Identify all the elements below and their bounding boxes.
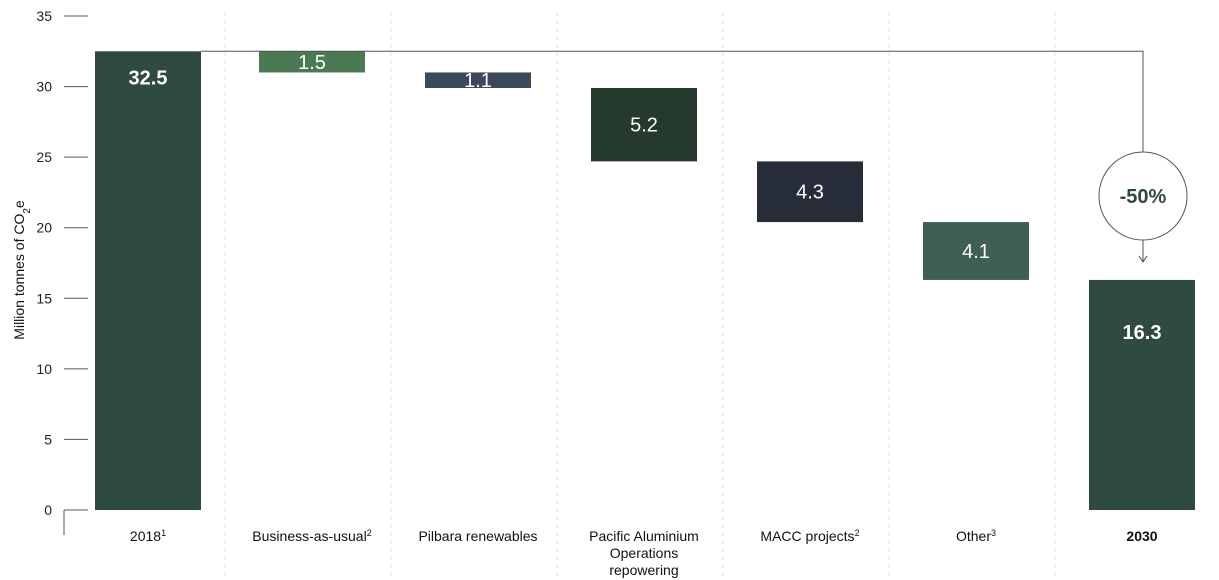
y-axis: 0 5 10 15 20 25 30 35 [36, 8, 88, 535]
category-label: MACC projects2 [760, 528, 859, 544]
bar [1089, 279, 1195, 510]
y-tick-label: 10 [36, 361, 52, 377]
y-tick-label: 35 [36, 8, 52, 24]
bar [259, 51, 365, 73]
bar-value-label: 4.1 [962, 241, 990, 263]
y-tick-label: 30 [36, 79, 52, 95]
bars: 32.5 1.5 1.1 5.2 4.3 4.1 16.3 [95, 51, 1195, 511]
bar [591, 87, 697, 162]
y-tick-label: 15 [36, 290, 52, 306]
reduction-annotation: -50% [201, 50, 1188, 263]
bar [757, 161, 863, 223]
category-label: 20181 [130, 528, 166, 544]
category-label: 2030 [1126, 528, 1157, 544]
category-labels: 20181 Business-as-usual2 Pilbara renewable… [130, 528, 1158, 578]
bar-value-label: 1.1 [464, 70, 492, 92]
bar-value-label: 1.5 [298, 52, 326, 74]
category-label: Other3 [956, 528, 996, 544]
connector-line [201, 50, 1144, 152]
reduction-badge-label: -50% [1120, 186, 1167, 208]
y-axis-label: Million tonnes of CO2e [11, 200, 33, 340]
y-tick-label: 20 [36, 220, 52, 236]
category-label: Pilbara renewables [418, 528, 537, 544]
bar [425, 72, 531, 88]
bar-value-label: 5.2 [630, 115, 658, 137]
category-label: Business-as-usual2 [252, 528, 371, 544]
bar-value-label: 32.5 [129, 67, 168, 89]
category-separators [224, 12, 1056, 578]
category-label: Pacific Aluminium Operations repowering [589, 528, 699, 578]
bar [95, 51, 201, 511]
bar-value-label: 4.3 [796, 182, 824, 204]
y-tick-label: 5 [44, 431, 52, 447]
bar [923, 222, 1029, 280]
y-tick-label: 0 [44, 502, 52, 518]
y-tick-label: 25 [36, 149, 52, 165]
arrow-head-icon [1138, 255, 1148, 263]
bar-value-label: 16.3 [1123, 322, 1162, 344]
